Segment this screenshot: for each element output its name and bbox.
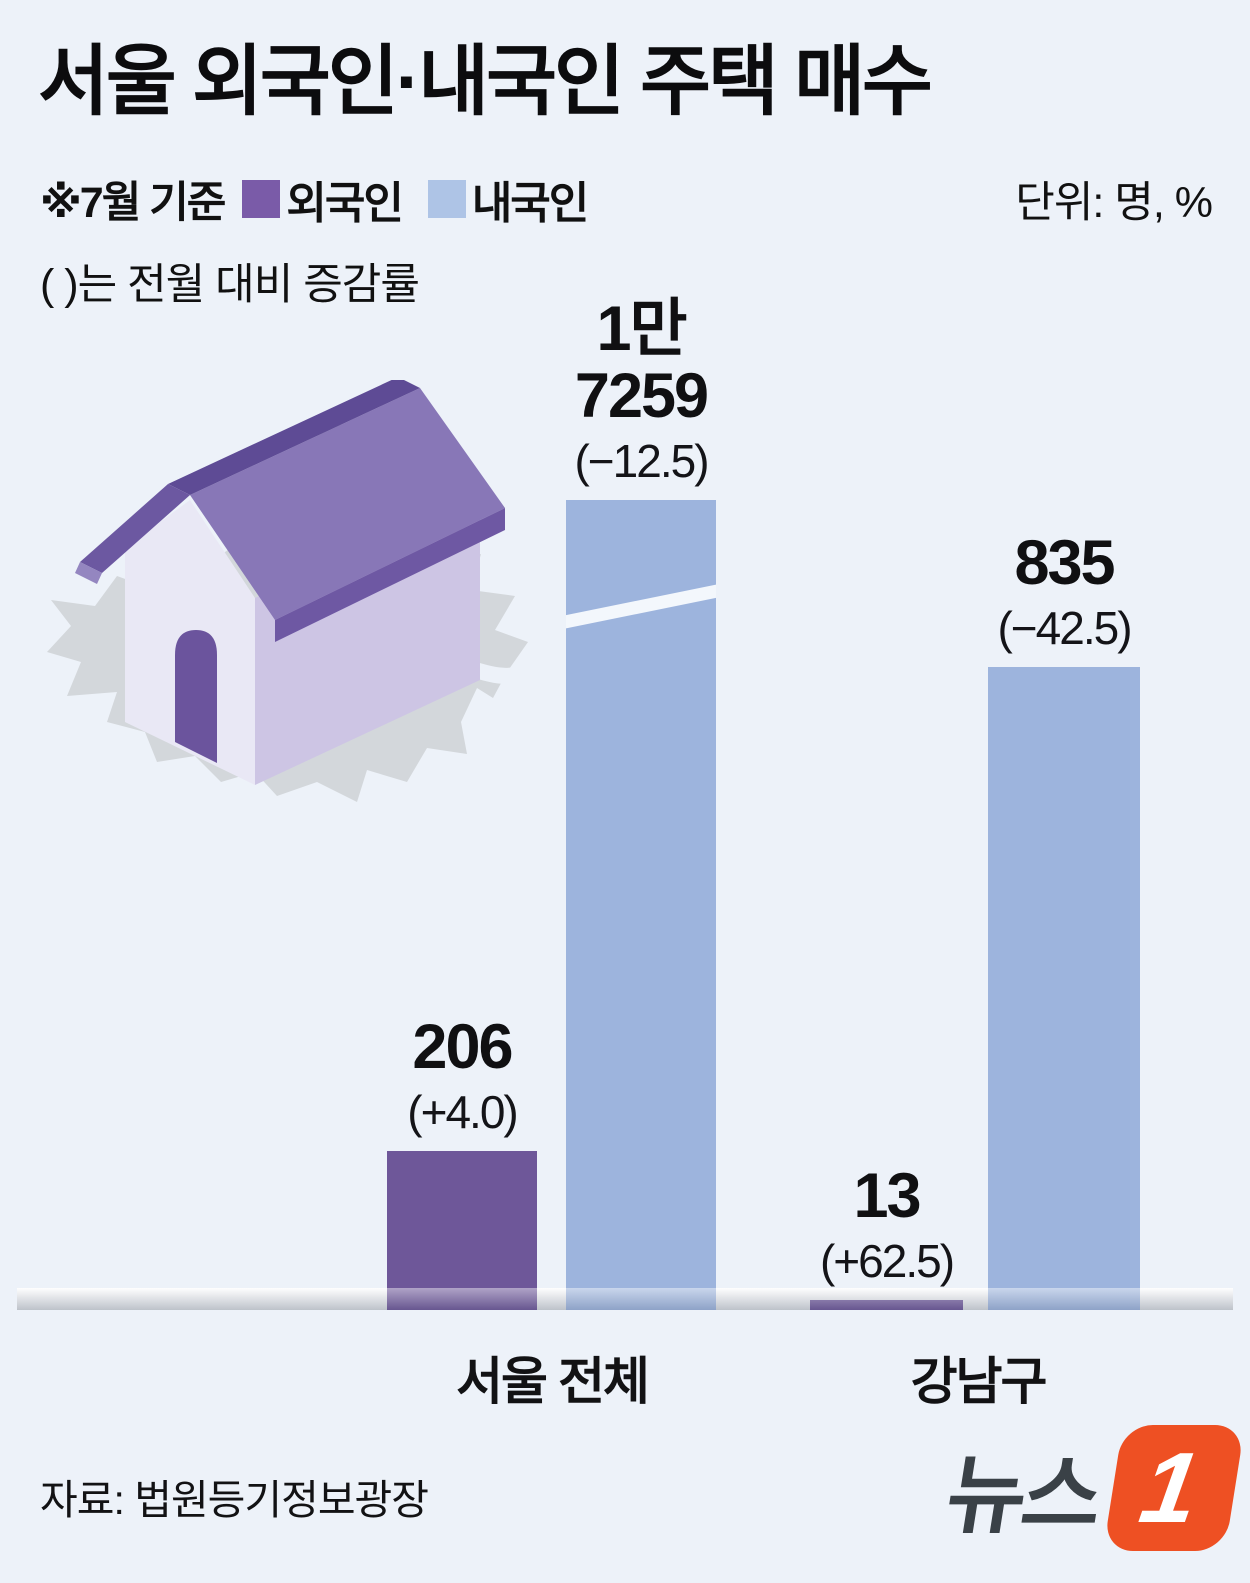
bar-value: 1만 7259 (574, 294, 709, 432)
bar-label-gangnam-foreigner: 13 (+62.5) (819, 1161, 955, 1288)
category-label-gangnam: 강남구 (910, 1353, 1048, 1410)
bar-value: 13 (853, 1161, 921, 1232)
unit-label: 단위: 명, % (1015, 179, 1213, 227)
parens-note: ( )는 전월 대비 증감률 (40, 261, 420, 309)
page-title: 서울 외국인·내국인 주택 매수 (38, 39, 933, 125)
bar-change: (+62.5) (819, 1235, 955, 1287)
legend-label-foreigner: 외국인 (286, 179, 403, 228)
legend-swatch-domestic (427, 180, 466, 218)
bar-change: (−12.5) (574, 435, 709, 487)
category-label-seoul: 서울 전체 (456, 1353, 650, 1410)
news1-logo-badge: 1 (1103, 1424, 1245, 1551)
basis-note: ※7월 기준 (40, 179, 226, 227)
bar-change: (+4.0) (407, 1086, 518, 1138)
bar-gangnam-foreigner (810, 1300, 963, 1310)
bar-value: 835 (1014, 528, 1115, 599)
news1-logo-text: 뉴스 (939, 1448, 1106, 1544)
house-on-seoul-map-illustration (47, 380, 529, 802)
legend-label-domestic: 내국인 (471, 179, 589, 228)
bar-label-gangnam-domestic: 835 (−42.5) (997, 528, 1132, 655)
bar-seoul-foreigner (387, 1151, 537, 1310)
bar-change: (−42.5) (997, 602, 1132, 654)
source-credit: 자료: 법원등기정보광장 (40, 1477, 429, 1523)
news1-logo: 뉴스 1 (900, 1415, 1245, 1560)
legend: 외국인 내국인 (242, 167, 613, 231)
bar-value: 206 (412, 1012, 513, 1083)
axis-break-stripe (566, 579, 716, 634)
bar-gangnam-domestic (988, 667, 1140, 1310)
news1-logo-one: 1 (1133, 1431, 1207, 1544)
bar-label-seoul-domestic: 1만 7259 (−12.5) (574, 294, 709, 488)
bar-label-seoul-foreigner: 206 (+4.0) (407, 1012, 518, 1139)
legend-swatch-foreigner (242, 180, 281, 218)
meta-row: ※7월 기준 외국인 내국인 단위: 명, % (40, 176, 1213, 228)
bar-seoul-domestic (566, 500, 716, 1310)
house-icon (75, 380, 505, 785)
